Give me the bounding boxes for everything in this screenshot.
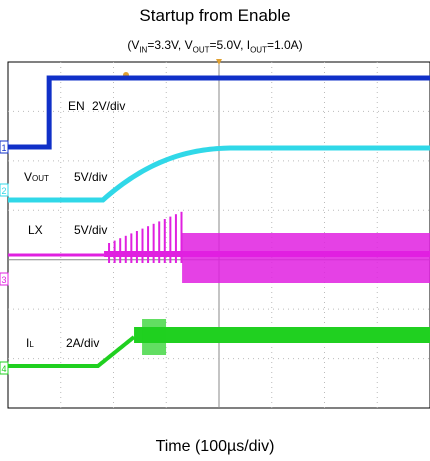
subtitle-iout-sub: OUT [250, 45, 267, 55]
ch2-scale: 5V/div [74, 170, 107, 184]
channel-markers: 1 2 3 4 [0, 140, 9, 375]
ch4-scale: 2A/div [66, 336, 99, 350]
ch4-band [134, 327, 430, 343]
ch3-label: LX [28, 223, 43, 237]
ch4-label: IL [26, 336, 34, 350]
scope-traces [8, 75, 430, 368]
subtitle-iout-value: =1.0A) [266, 38, 303, 52]
ch1-trace [8, 75, 430, 150]
ch2-label-sub: OUT [32, 174, 49, 183]
ch4-marker-text: 4 [1, 364, 6, 374]
ch3-marker [0, 272, 9, 286]
trigger-marker [216, 59, 222, 65]
ch1-label: EN [68, 99, 85, 113]
ch4-label-sub: L [29, 340, 34, 349]
ch3-scale: 5V/div [74, 223, 107, 237]
subtitle-vin-value: =3.3V, V [147, 38, 193, 52]
ch2-marker-text: 2 [1, 186, 6, 196]
ch2-label: VOUT [24, 170, 49, 184]
ch1-marker [0, 140, 9, 154]
ch3-marker-text: 3 [1, 275, 6, 285]
ch2-marker [0, 183, 9, 197]
subtitle-open: (V [127, 38, 140, 52]
ch2-label-main: V [24, 170, 32, 184]
ch1-scale: 2V/div [92, 99, 125, 113]
ch4-label-main: I [26, 336, 29, 350]
ch1-marker-text: 1 [1, 143, 6, 153]
ch4-overshoot [142, 319, 167, 355]
ch4-trace-ramp [8, 335, 136, 368]
ch2-trace [8, 145, 430, 203]
subtitle-vout-value: =5.0V, I [209, 38, 251, 52]
ch4-marker [0, 361, 9, 375]
chart-subtitle: (VIN=3.3V, VOUT=5.0V, IOUT=1.0A) [0, 38, 430, 54]
x-axis-label: Time (100µs/div) [155, 438, 275, 455]
ch3-band-switching [182, 233, 430, 283]
subtitle-vin-sub: IN [139, 45, 148, 55]
chart-title: Startup from Enable [139, 6, 291, 25]
subtitle-vout-sub: OUT [192, 45, 210, 55]
